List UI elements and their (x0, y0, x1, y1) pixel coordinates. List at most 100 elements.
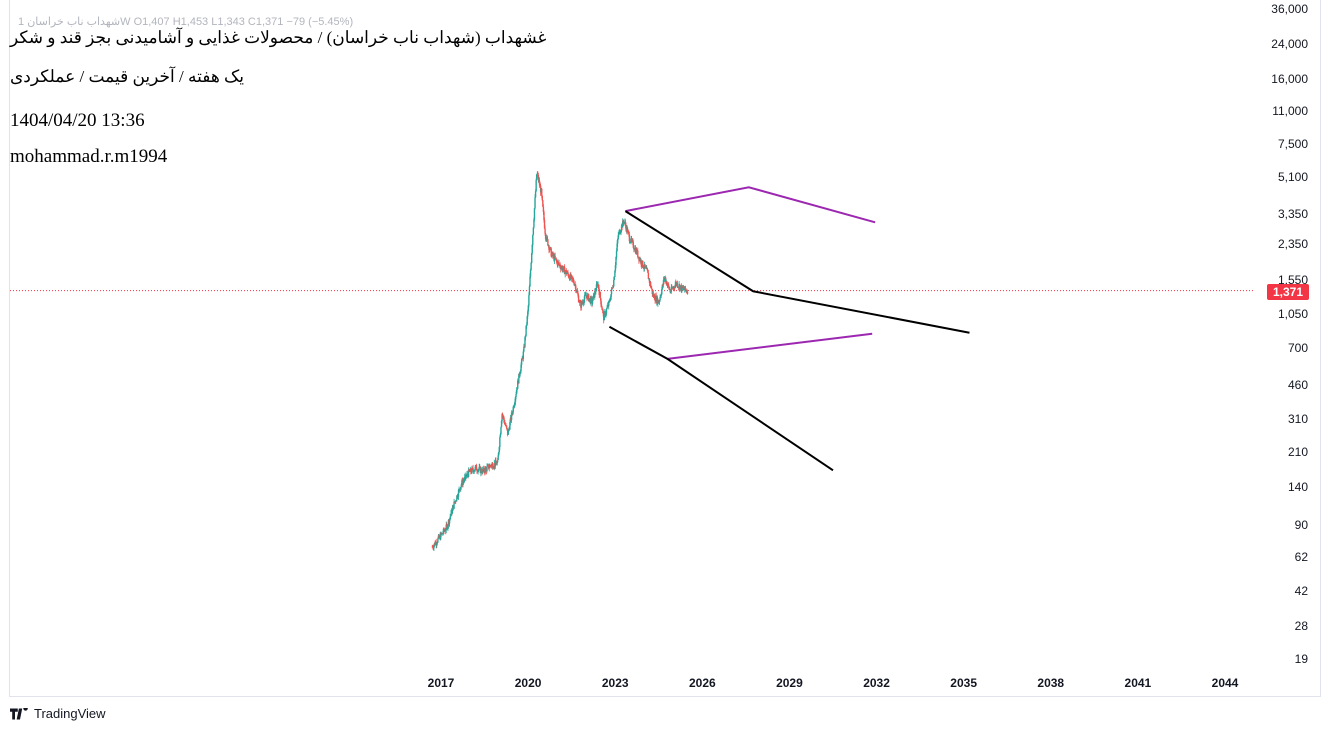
candle-body (610, 289, 613, 295)
candle-body (622, 220, 624, 223)
chart-datetime: 1404/04/20 13:36 (10, 110, 145, 131)
candle-body (600, 304, 603, 307)
candle-body (560, 267, 562, 270)
price-tick-label: 36,000 (1271, 2, 1308, 17)
candle-body (493, 467, 495, 468)
candle-body (685, 289, 687, 291)
candle-body (662, 279, 665, 285)
price-tick-label: 460 (1287, 377, 1308, 392)
candle-body (475, 465, 478, 471)
candle-body (583, 298, 585, 304)
candle-body (433, 545, 435, 549)
price-tick-label: 28 (1294, 618, 1308, 633)
candle-body (546, 236, 549, 240)
candle-body (515, 389, 518, 395)
candle-body (437, 538, 439, 543)
candle-body (484, 467, 487, 473)
candle-body (556, 260, 558, 262)
candle-body (632, 240, 634, 242)
candle-body (505, 425, 508, 428)
price-tick-label: 700 (1287, 341, 1308, 356)
candle-body (605, 313, 607, 316)
candle-body (541, 188, 543, 196)
candle-body (622, 220, 624, 228)
candle-body (645, 267, 647, 269)
price-axis[interactable]: 19 28 42 62 90 140 210 310 460 700 1,050 1,550 2,350… (1255, 0, 1320, 670)
black-trendline[interactable] (624, 210, 970, 334)
candle-body (684, 286, 686, 290)
candle-body (504, 423, 507, 426)
candle-body (525, 324, 528, 326)
candle-body (462, 481, 464, 485)
candle-body (550, 248, 552, 257)
black-trendline[interactable] (608, 325, 834, 472)
price-tick-label: 210 (1287, 445, 1308, 460)
candle-body (647, 272, 650, 279)
candle-body (504, 423, 506, 424)
candle-body (615, 257, 617, 266)
candle-body (628, 232, 630, 235)
time-tick-label: 2041 (1124, 676, 1152, 690)
candle-body (597, 284, 600, 290)
candle-body (612, 286, 614, 288)
candle-body (643, 268, 645, 270)
candle-body (498, 446, 500, 453)
candle-body (439, 533, 442, 540)
candle-body (492, 467, 494, 469)
trendline-annotations[interactable] (608, 186, 970, 472)
candle-body (626, 226, 628, 233)
candle-body (651, 289, 654, 295)
candle-body (522, 351, 525, 359)
candle-body (661, 289, 663, 295)
candle-body (551, 253, 553, 257)
candle-body (514, 401, 516, 405)
symbol-title: غشهداب (شهداب ناب خراسان) / محصولات غذای… (10, 28, 547, 47)
candle-body (572, 279, 575, 283)
candle-body (453, 501, 455, 509)
candle-body (554, 255, 556, 259)
candle-body (523, 346, 526, 348)
candle-body (651, 288, 653, 290)
candle-body (620, 225, 623, 231)
candle-body (584, 294, 586, 299)
tradingview-brand[interactable]: TradingView (10, 706, 106, 721)
candle-body (532, 234, 534, 245)
price-tick-label: 42 (1294, 583, 1308, 598)
candle-body (524, 337, 526, 347)
candle-body (614, 270, 616, 278)
candle-body (639, 258, 641, 262)
candle-body (590, 297, 592, 304)
purple-trendline[interactable] (667, 332, 873, 360)
price-tick-label: 5,100 (1277, 170, 1308, 185)
candle-body (501, 414, 504, 416)
candle-body (620, 230, 622, 233)
candle-body (614, 265, 617, 271)
candle-body (448, 518, 451, 524)
purple-trendline[interactable] (625, 186, 876, 224)
tradingview-logo-icon (10, 707, 28, 720)
candle-body (609, 300, 611, 302)
candle-body (543, 220, 546, 229)
time-tick-label: 2026 (688, 676, 716, 690)
candle-body (562, 266, 565, 270)
candle-body (529, 276, 531, 287)
candle-body (559, 264, 561, 268)
candle-body (565, 270, 568, 275)
candle-body (670, 292, 672, 293)
candle-body (456, 495, 458, 501)
candle-body (658, 301, 660, 303)
candle-body (576, 290, 579, 294)
candle-body (498, 452, 500, 456)
candle-body (541, 195, 543, 201)
candle-body (500, 421, 503, 428)
time-tick-label: 2038 (1037, 676, 1065, 690)
candle-body (663, 277, 666, 281)
candle-body (640, 259, 642, 265)
time-tick-label: 2017 (427, 676, 455, 690)
candle-body (511, 412, 514, 414)
candle-body (587, 294, 590, 302)
candle-body (624, 221, 627, 226)
price-tick-label: 62 (1294, 550, 1308, 565)
time-axis[interactable]: 2017 2020 2023 2026 2029 2032 2035 2038 2041 2044 (9, 670, 1255, 696)
